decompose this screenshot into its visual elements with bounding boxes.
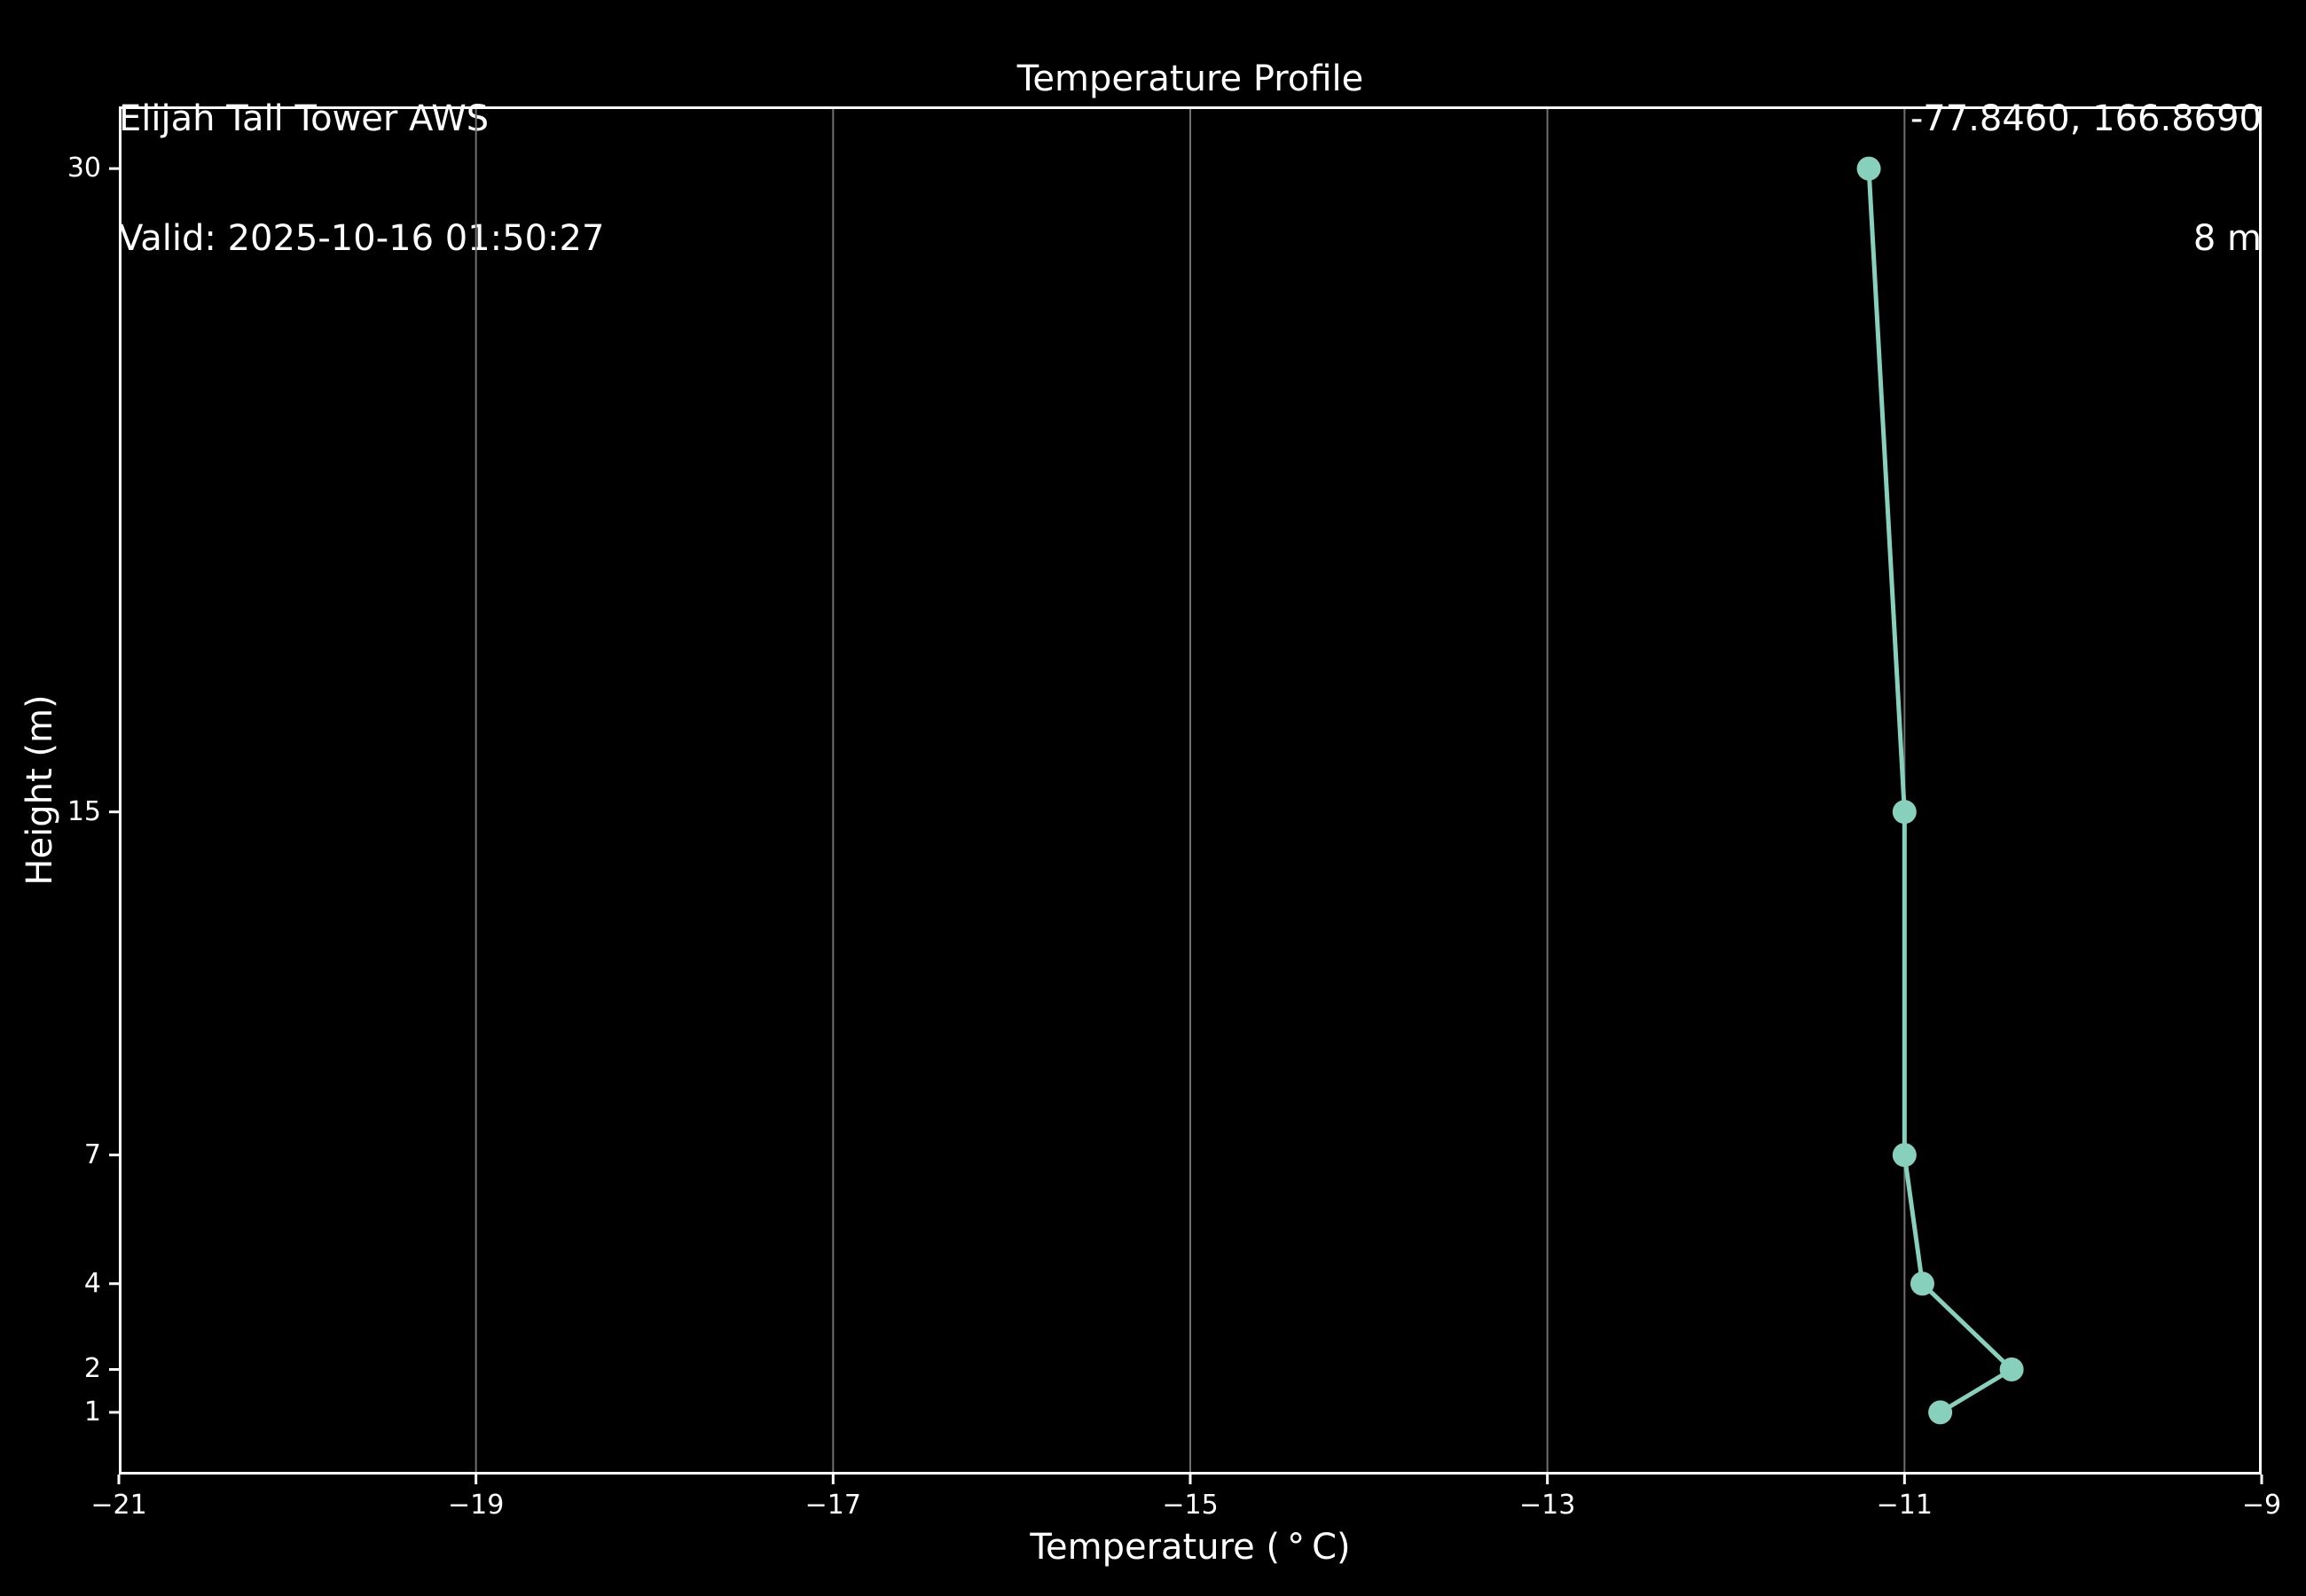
header-right: -77.8460, 166.8690 8 m: [1641, 20, 2262, 339]
data-point-2m: [1999, 1357, 2024, 1381]
valid-timestamp: Valid: 2025-10-16 01:50:27: [119, 218, 605, 259]
x-tick-label-−11: −11: [1876, 1490, 1933, 1521]
y-axis-label: Height (m): [20, 694, 60, 886]
y-tick-label-2: 2: [83, 1353, 101, 1385]
y-tick-label-30: 30: [67, 153, 101, 184]
y-tick-label-1: 1: [83, 1396, 101, 1428]
data-point-1m: [1928, 1400, 1953, 1425]
data-point-15m: [1892, 800, 1917, 825]
x-tick-label-−13: −13: [1519, 1490, 1576, 1521]
data-point-4m: [1910, 1271, 1934, 1296]
x-tick-label-−19: −19: [448, 1490, 505, 1521]
y-tick-label-4: 4: [83, 1267, 101, 1299]
x-axis-label: Temperature ( ° C): [1030, 1527, 1351, 1568]
x-tick-label-−17: −17: [804, 1490, 861, 1521]
x-tick-label-−9: −9: [2241, 1490, 2282, 1521]
y-tick-label-15: 15: [67, 795, 101, 827]
x-tick-label-−21: −21: [90, 1490, 147, 1521]
temperature-profile-line: [1866, 168, 2014, 1415]
station-coordinates: -77.8460, 166.8690: [1910, 98, 2262, 139]
data-point-7m: [1892, 1143, 1917, 1168]
station-elevation: 8 m: [2192, 218, 2262, 259]
station-name: Elijah Tall Tower AWS: [119, 98, 490, 139]
y-tick-label-7: 7: [83, 1138, 101, 1170]
chart-title: Temperature Profile: [1016, 59, 1364, 99]
x-tick-label-−15: −15: [1162, 1490, 1219, 1521]
header-left: Elijah Tall Tower AWS Valid: 2025-10-16 …: [119, 20, 604, 339]
